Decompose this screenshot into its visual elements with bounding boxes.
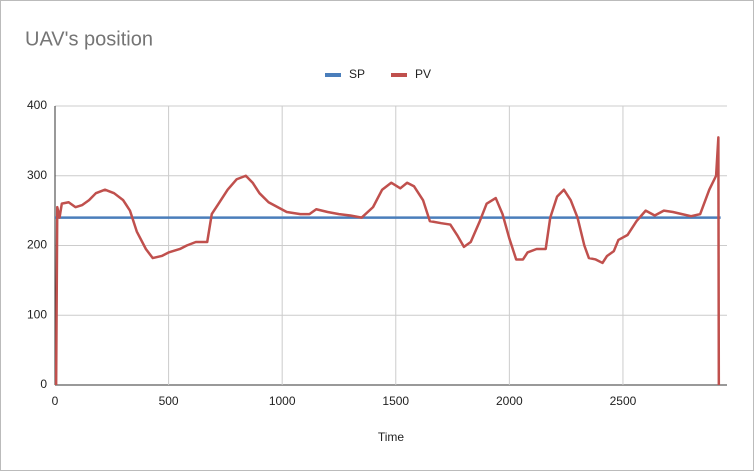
x-tick-label: 0 <box>52 394 59 408</box>
chart-title: UAV's position <box>25 28 153 50</box>
legend-label: SP <box>349 67 365 81</box>
x-tick-label: 2000 <box>496 394 523 408</box>
x-tick-label: 1500 <box>382 394 409 408</box>
y-tick-label: 100 <box>27 307 47 321</box>
series-line <box>54 136 721 386</box>
y-tick-label: 0 <box>40 377 47 391</box>
x-axis-label: Time <box>378 430 405 444</box>
x-tick-label: 2500 <box>610 394 637 408</box>
x-tick-label: 1000 <box>269 394 296 408</box>
legend-label: PV <box>415 67 431 81</box>
y-tick-label: 400 <box>27 98 47 112</box>
y-tick-label: 200 <box>27 238 47 252</box>
y-tick-label: 300 <box>27 168 47 182</box>
x-tick-label: 500 <box>159 394 179 408</box>
